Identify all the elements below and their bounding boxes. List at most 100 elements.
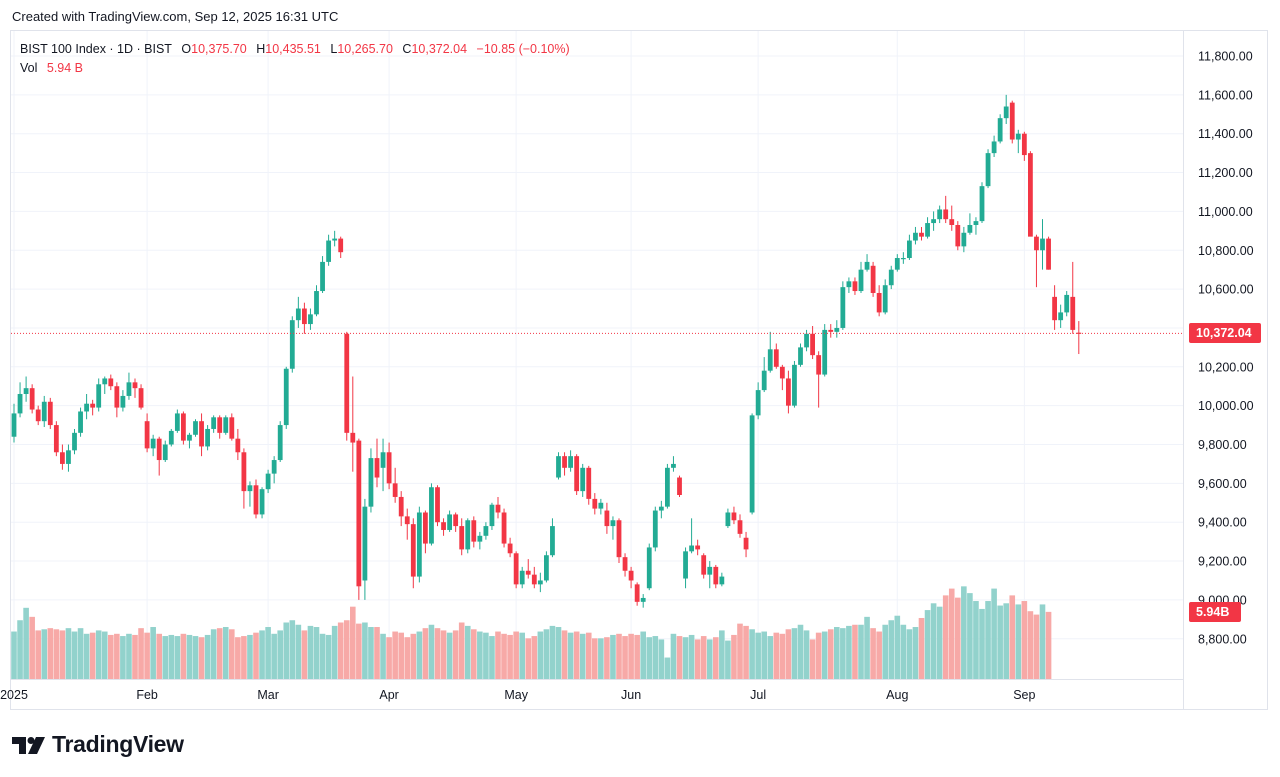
candle-body [410,524,416,577]
volume-bar [936,606,943,679]
candle-body [289,320,295,369]
candle-body [925,223,930,237]
candle-body [423,512,428,544]
candle-body [441,522,446,530]
candle-body [713,566,719,585]
candle-body [562,456,567,468]
volume-bar [948,588,955,679]
candle-body [368,458,374,507]
candle-body [900,258,906,260]
candle-body [580,467,586,492]
candle-body [453,514,459,527]
volume-bar [241,636,247,679]
candle-body [404,516,410,525]
candle-body [773,349,779,367]
candle-body [253,485,259,515]
candle-body [501,512,507,544]
volume-bar [579,633,586,679]
candle-body [731,512,737,521]
volume-bar [168,634,175,679]
candle-body [955,224,961,247]
candle-body [174,413,180,431]
legend-close-value: 10,372.04 [411,42,468,56]
volume-bar [180,633,187,679]
ohlc-legend: BIST 100 Index · 1D · BIST O10,375.70 H1… [20,40,570,78]
candle-body [259,489,265,515]
candle-body [792,364,797,406]
candle-body [138,388,144,408]
volume-bar [1033,614,1040,679]
candle-body [247,485,253,492]
candle-body [435,487,440,523]
candle-body [894,258,900,270]
x-tick-label: Sep [1013,688,1035,702]
candle-body [544,555,549,581]
candle-body [1015,133,1021,140]
volume-bar [458,622,465,679]
candle-body [652,510,658,548]
volume-bar [797,624,804,679]
volume-bar [410,633,417,679]
volume-bar [906,629,913,679]
candle-body [483,526,489,536]
volume-bar [495,631,501,679]
volume-bar [204,634,211,679]
volume-bar [616,633,622,679]
candle-body [525,570,531,575]
legend-low-value: 10,265.70 [337,42,393,56]
volume-bar [222,627,229,679]
candle-body [17,393,23,414]
volume-bar [870,628,876,679]
candle-body [683,551,688,579]
candle-body [828,329,834,332]
candle-body [586,467,592,499]
candle-body [634,584,640,602]
candle-body [132,382,138,389]
candle-body [181,413,186,441]
volume-bar [174,636,181,679]
x-tick-label: Feb [136,688,158,702]
candle-body [876,292,882,313]
volume-bar [973,601,979,679]
volume-bar [428,624,435,679]
volume-bar [114,633,120,679]
candle-body [53,425,59,453]
candle-body [78,411,83,433]
candle-body [72,432,77,451]
tradingview-brand[interactable]: TradingView [12,731,184,758]
volume-bar [713,637,719,679]
volume-bar [65,628,72,679]
volume-bar [561,630,568,679]
candle-body [217,417,223,433]
candle-body [29,388,35,410]
y-tick-label: 10,600.00 [1198,283,1254,297]
candle-body [362,506,368,581]
candle-body [283,368,289,426]
candle-body [665,467,670,507]
volume-bar [247,634,253,679]
volume-bar [216,628,223,679]
volume-bar [585,632,592,679]
volume-bar [779,633,786,679]
candle-body [671,463,676,468]
legend-open-label: O [181,42,192,56]
candle-body [47,401,53,426]
volume-bar [737,623,743,679]
volume-bar [120,636,126,679]
candle-body [737,520,743,534]
volume-bar [531,636,538,679]
volume-bar [23,607,29,679]
candle-body [701,555,707,575]
volume-bar [1039,604,1046,679]
volume-bar [567,632,574,679]
volume-bar [229,629,235,679]
candle-body [622,557,628,571]
volume-bar [17,620,23,679]
candle-body [429,487,434,544]
candle-body [882,285,888,313]
volume-bar [840,628,846,679]
candle-body [858,269,864,292]
volume-bar [991,588,997,679]
volume-bar [210,629,217,679]
